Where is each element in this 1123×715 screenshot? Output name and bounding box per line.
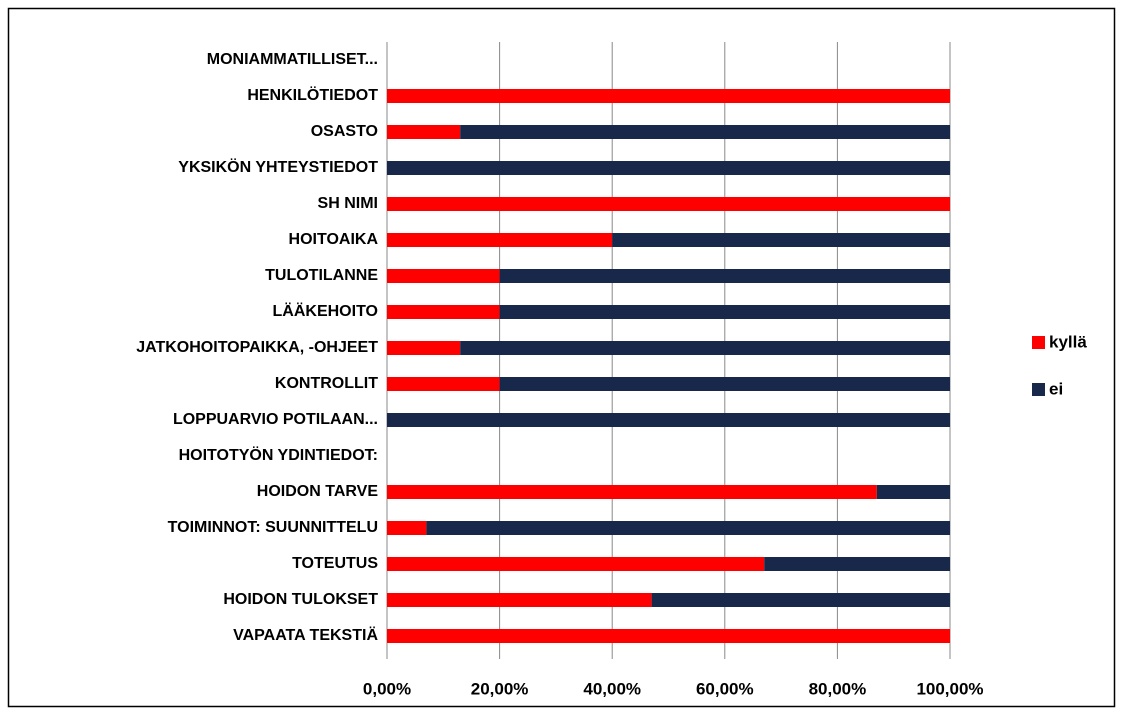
x-tick-label: 40,00% [583,679,641,698]
bar-segment [387,161,950,175]
bar-segment [387,413,950,427]
bar-segment [612,233,950,247]
bar-segment [387,629,950,643]
bar-segment [387,305,500,319]
y-tick-label: HENKILÖTIEDOT [247,85,378,104]
x-tick-label: 80,00% [809,679,867,698]
x-tick-label: 0,00% [363,679,411,698]
y-tick-label: VAPAATA TEKSTIÄ [233,626,378,644]
legend-swatch [1032,336,1045,349]
bar-segment [387,125,461,139]
bar-segment [387,557,765,571]
x-tick-label: 100,00% [916,679,983,698]
y-tick-label: HOIDON TULOKSET [223,591,378,608]
legend-label: ei [1049,379,1063,398]
y-tick-label: LOPPUARVIO POTILAAN... [173,411,378,428]
bar-segment [876,485,950,499]
bar-segment [499,269,950,283]
bar-segment [651,593,950,607]
bar-segment [460,341,950,355]
bar-segment [387,377,500,391]
legend-swatch [1032,383,1045,396]
x-tick-label: 20,00% [471,679,529,698]
bar-segment [387,233,613,247]
bar-segment [387,197,950,211]
legend-label: kyllä [1049,332,1087,351]
chart-border [7,7,1116,708]
y-tick-label: OSASTO [311,123,378,140]
y-tick-label: JATKOHOITOPAIKKA, -OHJEET [136,339,378,356]
y-tick-label: YKSIKÖN YHTEYSTIEDOT [178,157,378,176]
y-tick-label: HOITOTYÖN YDINTIEDOT: [179,445,378,464]
bar-segment [387,521,427,535]
bar-segment [387,269,500,283]
y-tick-label: SH NIMI [318,195,378,212]
y-tick-label: HOIDON TARVE [257,483,379,500]
y-tick-label: TOIMINNOT: SUUNNITTELU [168,519,378,536]
bar-segment [460,125,950,139]
y-tick-label: KONTROLLIT [275,375,378,392]
y-tick-label: HOITOAIKA [289,231,379,248]
bar-segment [387,485,877,499]
bar-segment [499,377,950,391]
bar-segment [387,593,652,607]
bar-segment [387,89,950,103]
bar-segment [426,521,950,535]
bar-segment [499,305,950,319]
y-tick-label: TULOTILANNE [265,267,378,284]
y-tick-label: LÄÄKEHOITO [273,302,378,320]
y-tick-label: TOTEUTUS [292,555,378,572]
bar-segment [764,557,950,571]
y-tick-label: MONIAMMATILLISET... [207,51,378,68]
bar-segment [387,341,461,355]
x-tick-label: 60,00% [696,679,754,698]
